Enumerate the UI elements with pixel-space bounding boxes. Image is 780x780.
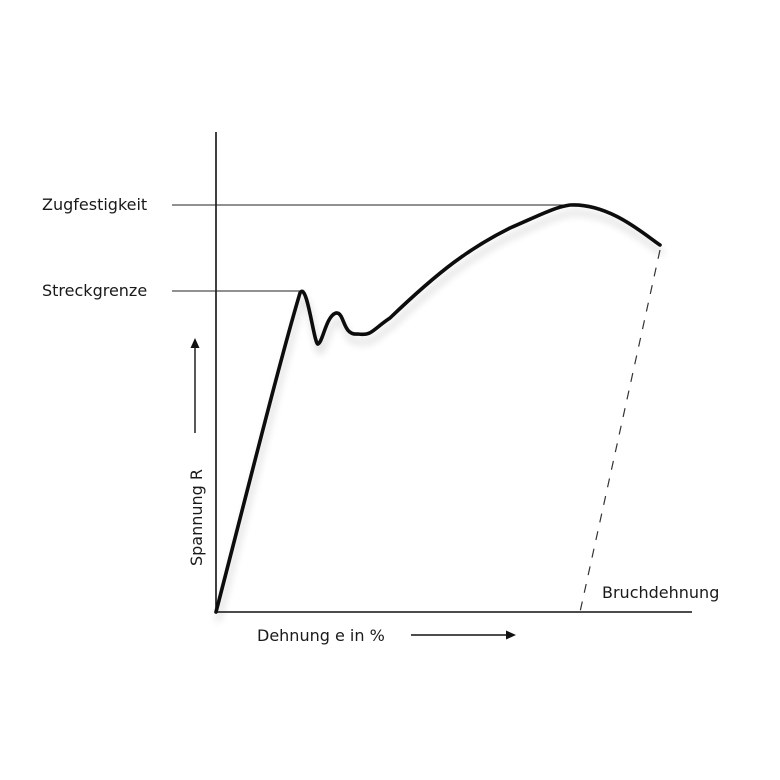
elongation-at-break-label: Bruchdehnung <box>602 583 719 602</box>
stress-strain-curve <box>214 203 662 614</box>
x-axis-label: Dehnung e in % <box>257 626 385 645</box>
yield-point-label: Streckgrenze <box>42 281 147 300</box>
fracture-dashed-line <box>579 249 661 613</box>
y-axis-arrow <box>190 338 200 433</box>
tensile-strength-label: Zugfestigkeit <box>42 195 147 214</box>
x-axis-arrow <box>411 630 516 640</box>
y-axis-label: Spannung R <box>187 469 206 566</box>
